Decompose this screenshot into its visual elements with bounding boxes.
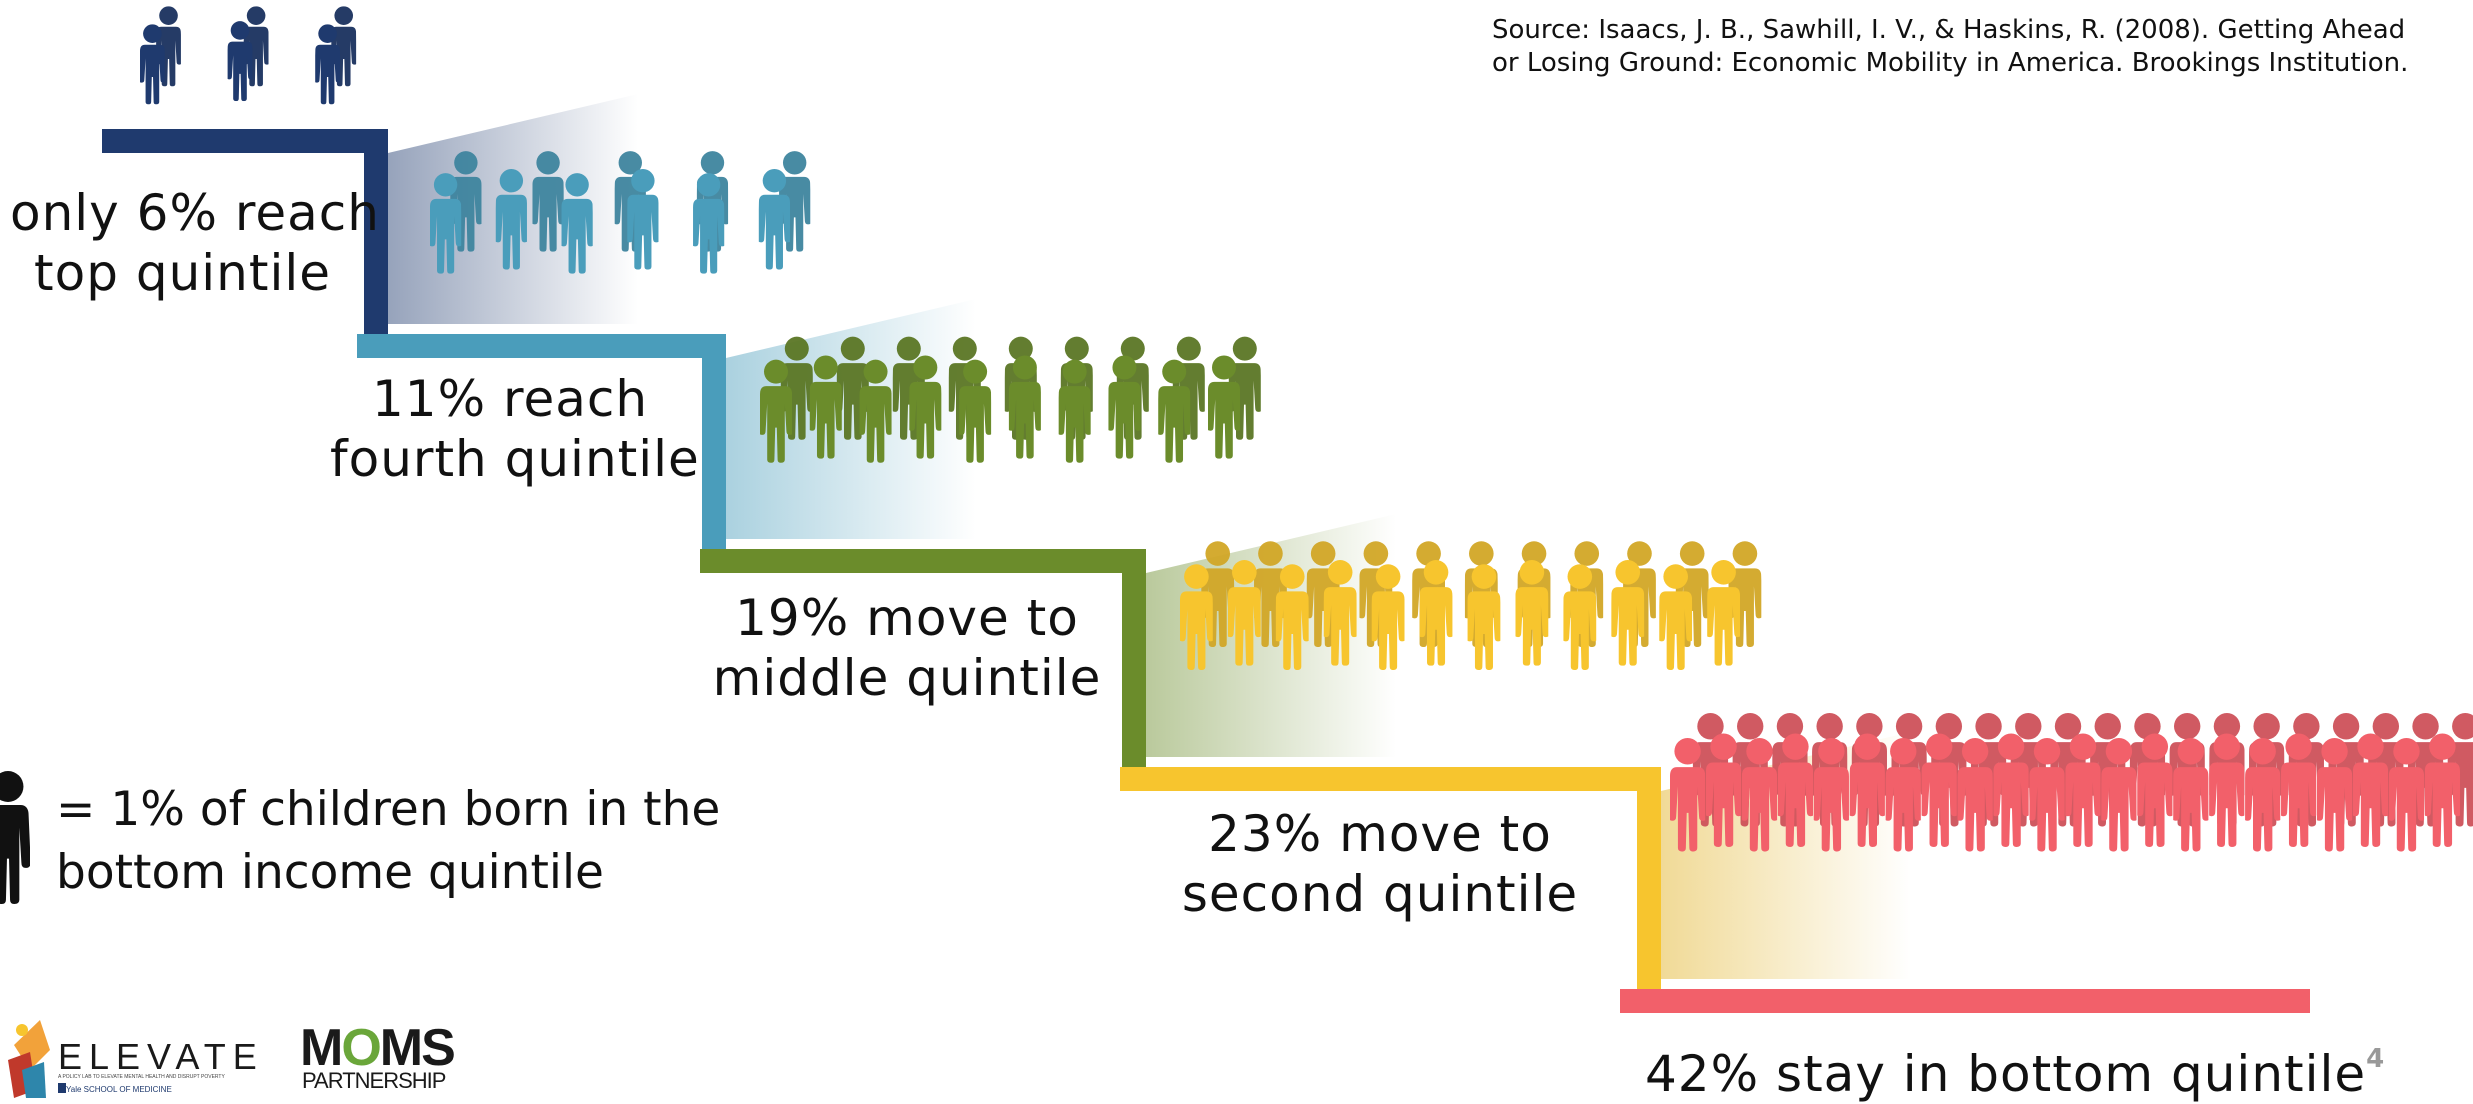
stair-tread-bottom bbox=[1620, 989, 2310, 1013]
legend-line-2: bottom income quintile bbox=[56, 845, 604, 901]
elevate-logo-wordmark: ELEVATE bbox=[58, 1036, 264, 1077]
stair-riser-middle bbox=[1122, 549, 1146, 791]
step-label-fourth: 11% reach fourth quintile bbox=[330, 369, 700, 489]
stair-tread-fourth bbox=[357, 334, 726, 358]
moms-logo-sub: PARTNERSHIP bbox=[302, 1068, 446, 1093]
page-number: 4 bbox=[2366, 1044, 2386, 1074]
step-label-bottom: 42% stay in bottom quintile4 bbox=[1645, 1044, 2384, 1104]
elevate-logo-dot bbox=[16, 1024, 28, 1036]
legend-text: = 1% of children born in the bottom inco… bbox=[56, 778, 720, 905]
stair-tread-middle bbox=[700, 549, 1146, 573]
step-label-middle-line2: middle quintile bbox=[712, 649, 1102, 707]
source-line-1: Source: Isaacs, J. B., Sawhill, I. V., &… bbox=[1492, 15, 2406, 45]
step-label-middle: 19% move to middle quintile bbox=[712, 588, 1102, 708]
step-label-top-line1: only 6% reach bbox=[10, 184, 380, 242]
moms-logo-wordmark: MOMS bbox=[300, 1018, 456, 1078]
stair-riser-fourth bbox=[702, 334, 726, 573]
elevate-logo-tagline: A POLICY LAB TO ELEVATE MENTAL HEALTH AN… bbox=[58, 1074, 225, 1080]
step-label-second: 23% move to second quintile bbox=[1180, 804, 1580, 924]
step-label-bottom-line1: 42% stay in bottom quintile bbox=[1645, 1045, 2367, 1103]
stair-tread-second bbox=[1120, 767, 1661, 791]
step-label-second-line2: second quintile bbox=[1181, 865, 1579, 923]
step-label-top-line2: top quintile bbox=[34, 244, 331, 302]
stair-riser-second bbox=[1637, 767, 1661, 1013]
stair-tread-top bbox=[102, 129, 388, 153]
legend-icon-layer bbox=[0, 771, 30, 904]
moms-logo-m: M bbox=[300, 1019, 343, 1077]
legend-line-1: = 1% of children born in the bbox=[56, 782, 721, 837]
moms-logo-o: O bbox=[341, 1019, 381, 1077]
step-label-middle-line1: 19% move to bbox=[735, 589, 1079, 647]
source-line-2: or Losing Ground: Economic Mobility in A… bbox=[1492, 47, 2409, 78]
source-citation: Source: Isaacs, J. B., Sawhill, I. V., &… bbox=[1492, 14, 2408, 79]
step-label-fourth-line2: fourth quintile bbox=[330, 430, 700, 488]
step-label-top: only 6% reach top quintile bbox=[10, 183, 380, 303]
moms-logo-rest: MS bbox=[379, 1019, 456, 1077]
elevate-logo-mark-3 bbox=[22, 1062, 46, 1098]
step-label-fourth-line1: 11% reach bbox=[371, 370, 649, 428]
legend-person-icon bbox=[0, 771, 30, 904]
elevate-logo-sub: Yale SCHOOL OF MEDICINE bbox=[66, 1085, 172, 1094]
stair-riser-top bbox=[364, 129, 388, 358]
elevate-logo-shield-icon bbox=[58, 1083, 66, 1093]
step-label-second-line1: 23% move to bbox=[1208, 805, 1552, 863]
logo-layer bbox=[8, 1020, 66, 1098]
